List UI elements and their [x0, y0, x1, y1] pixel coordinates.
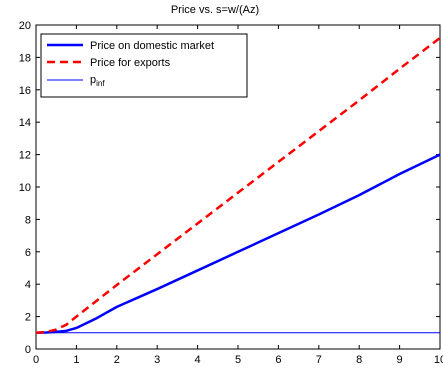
y-tick-label: 12: [19, 150, 31, 162]
chart-title: Price vs. s=w/(Az): [171, 4, 259, 16]
legend-label-pinf: pinf: [90, 74, 105, 88]
legend-label-domestic: Price on domestic market: [90, 40, 214, 52]
x-tick-label: 2: [114, 354, 120, 366]
x-tick-label: 8: [356, 354, 362, 366]
y-tick-label: 8: [25, 214, 31, 226]
x-tick-label: 3: [154, 354, 160, 366]
y-tick-label: 4: [25, 279, 31, 291]
y-tick-label: 0: [25, 344, 31, 356]
x-tick-label: 9: [397, 354, 403, 366]
x-tick-label: 7: [316, 354, 322, 366]
y-tick-label: 6: [25, 247, 31, 259]
y-tick-label: 20: [19, 20, 31, 32]
legend-label-exports: Price for exports: [90, 57, 171, 69]
y-tick-label: 14: [19, 117, 31, 129]
x-tick-label: 10: [434, 354, 443, 366]
legend-label-pinf-sub: inf: [96, 79, 105, 88]
legend: Price on domestic market Price for expor…: [40, 33, 248, 98]
series-lines: [35, 36, 441, 335]
x-tick-label: 0: [33, 354, 39, 366]
x-tick-label: 1: [73, 354, 79, 366]
x-tick-label: 4: [195, 354, 201, 366]
legend-label-pinf-main: p: [90, 74, 96, 86]
y-tick-label: 18: [19, 52, 31, 64]
y-tick-label: 2: [25, 312, 31, 324]
series-domestic-line: [35, 153, 441, 335]
y-tick-label: 10: [19, 182, 31, 194]
x-tick-label: 6: [275, 354, 281, 366]
series-exports-line: [35, 36, 441, 335]
axis-ticks: 01234567891002468101214161820: [19, 20, 443, 366]
y-tick-label: 16: [19, 85, 31, 97]
x-tick-label: 5: [235, 354, 241, 366]
